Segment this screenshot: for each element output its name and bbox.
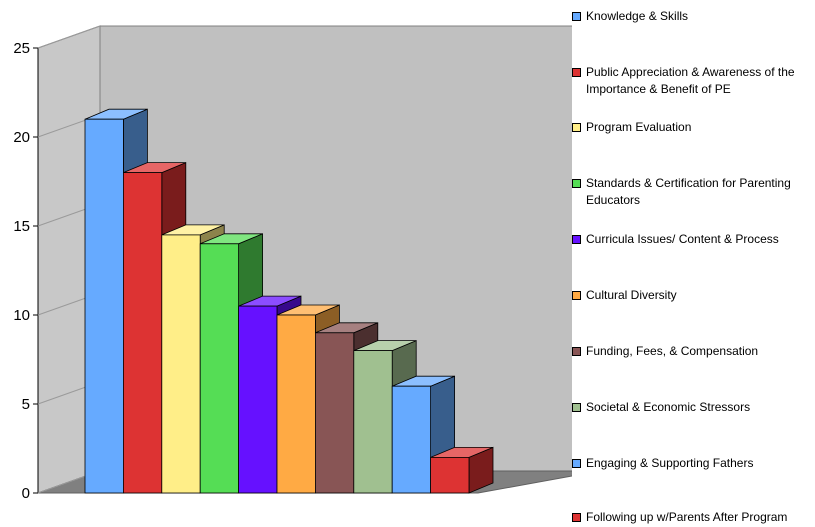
legend-label: Public Appreciation & Awareness of the Im… <box>586 64 795 98</box>
y-tick-label: 5 <box>22 396 30 413</box>
bar-front <box>353 350 393 494</box>
bar-front <box>123 172 163 494</box>
y-gridline-side <box>37 25 101 49</box>
legend-swatch <box>572 291 581 300</box>
bar <box>430 446 494 494</box>
legend-label-line: Importance & Benefit of PE <box>586 82 731 96</box>
legend-swatch <box>572 459 581 468</box>
legend-swatch <box>572 235 581 244</box>
bar-chart: 0 5 10 15 20 25 <box>13 25 572 502</box>
y-tick-label: 0 <box>22 485 30 502</box>
legend-label-line: Funding, Fees, & Compensation <box>586 344 759 358</box>
legend-item: Following up w/Parents After Program <box>572 509 812 526</box>
legend-label-line: Societal & Economic Stressors <box>586 400 751 414</box>
legend-item: Program Evaluation <box>572 119 812 136</box>
legend-item: Funding, Fees, & Compensation <box>572 343 812 360</box>
legend-swatch <box>572 403 581 412</box>
bar-front <box>199 243 239 494</box>
bar-front <box>276 314 316 494</box>
legend: Knowledge & Skills Public Appreciation & … <box>572 0 815 527</box>
legend-label: Curricula Issues/ Content & Process <box>586 231 779 248</box>
legend-label: Societal & Economic Stressors <box>586 399 750 416</box>
legend-swatch <box>572 68 581 77</box>
y-tick-label: 15 <box>13 218 30 235</box>
y-tick-label: 10 <box>13 307 30 324</box>
bar-front <box>314 332 355 494</box>
legend-item: Engaging & Supporting Fathers <box>572 455 812 472</box>
legend-item: Curricula Issues/ Content & Process <box>572 231 812 248</box>
legend-label-line: Cultural Diversity <box>586 288 677 302</box>
legend-label-line: Engaging & Supporting Fathers <box>586 456 754 470</box>
legend-swatch <box>572 513 581 522</box>
bar-front <box>391 385 432 494</box>
legend-label-line: Knowledge & Skills <box>586 9 689 23</box>
legend-item: Cultural Diversity <box>572 287 812 304</box>
legend-label-line: Following up w/Parents After Program <box>586 510 788 524</box>
legend-label: Standards & Certification for Parenting E… <box>586 175 791 209</box>
bar-front <box>161 234 201 494</box>
legend-label-line: Educators <box>586 193 641 207</box>
legend-label: Program Evaluation <box>586 119 691 136</box>
legend-item: Standards & Certification for Parenting E… <box>572 175 812 209</box>
legend-item: Societal & Economic Stressors <box>572 399 812 416</box>
legend-label: Knowledge & Skills <box>586 8 688 25</box>
legend-label: Cultural Diversity <box>586 287 677 304</box>
legend-label-line: Public Appreciation & Awareness of the <box>586 65 795 79</box>
legend-label-line: Standards & Certification for Parenting <box>586 176 791 190</box>
legend-swatch <box>572 12 581 21</box>
bar-series <box>84 108 494 494</box>
legend-label: Engaging & Supporting Fathers <box>586 455 753 472</box>
legend-swatch <box>572 123 581 132</box>
bar-front <box>430 456 470 494</box>
legend-item: Knowledge & Skills <box>572 8 812 25</box>
legend-item: Public Appreciation & Awareness of the Im… <box>572 64 812 98</box>
bar-front <box>238 305 278 494</box>
y-tick-label: 25 <box>13 40 30 57</box>
bar-front <box>84 118 124 494</box>
legend-label: Following up w/Parents After Program <box>586 509 787 526</box>
legend-label-line: Program Evaluation <box>586 120 692 134</box>
legend-label: Funding, Fees, & Compensation <box>586 343 758 360</box>
y-tick-label: 20 <box>13 129 30 146</box>
legend-label-line: Curricula Issues/ Content & Process <box>586 232 779 246</box>
legend-swatch <box>572 347 581 356</box>
legend-swatch <box>572 179 581 188</box>
